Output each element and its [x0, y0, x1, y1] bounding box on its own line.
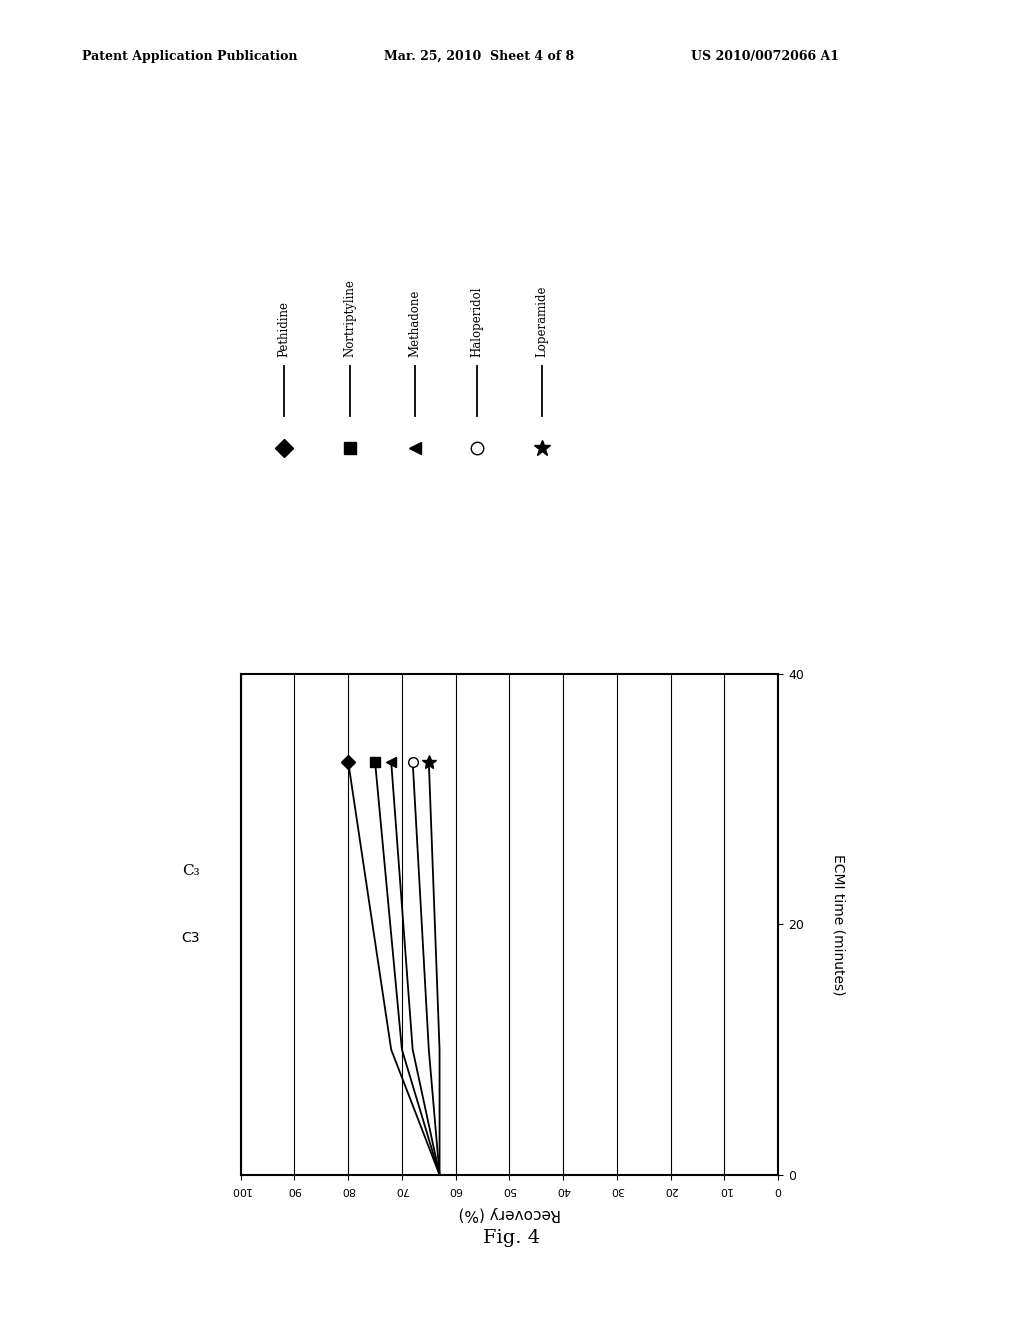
Text: Fig. 4: Fig. 4 [483, 1229, 541, 1247]
Text: Mar. 25, 2010  Sheet 4 of 8: Mar. 25, 2010 Sheet 4 of 8 [384, 50, 574, 63]
Text: Nortriptyline: Nortriptyline [343, 279, 356, 356]
Text: Loperamide: Loperamide [536, 285, 549, 356]
Text: C3: C3 [181, 931, 200, 945]
X-axis label: Recovery (%): Recovery (%) [458, 1205, 561, 1221]
Text: Pethidine: Pethidine [278, 301, 291, 356]
Text: US 2010/0072066 A1: US 2010/0072066 A1 [691, 50, 840, 63]
Text: Methadone: Methadone [409, 289, 422, 356]
Text: Haloperidol: Haloperidol [470, 286, 483, 356]
Text: Patent Application Publication: Patent Application Publication [82, 50, 297, 63]
Text: C₃: C₃ [182, 865, 200, 878]
Y-axis label: ECMI time (minutes): ECMI time (minutes) [831, 854, 846, 995]
